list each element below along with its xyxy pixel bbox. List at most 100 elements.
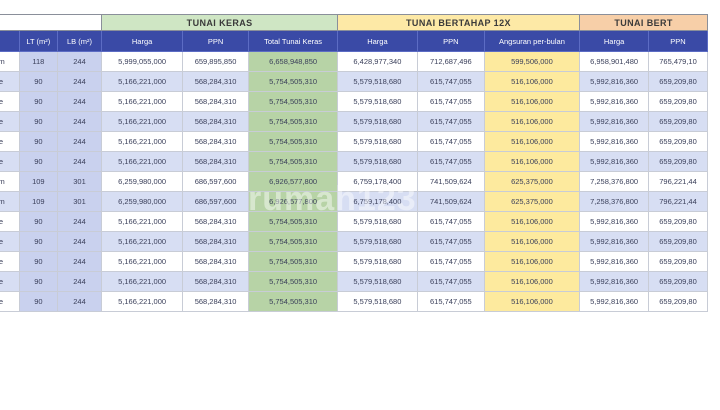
cell-lt: 90 <box>19 291 58 312</box>
cell-harga: 5,166,221,000 <box>101 151 183 172</box>
cell-total: 5,754,505,310 <box>248 291 338 312</box>
col-header-lb: LB (m²) <box>56 30 103 52</box>
cell-ppn: 568,284,310 <box>181 251 250 272</box>
cell-ppn: 568,284,310 <box>181 291 250 312</box>
cell-lt: 90 <box>19 231 58 252</box>
cell-ppn: 568,284,310 <box>181 231 250 252</box>
cell-total: 6,926,577,800 <box>248 171 338 192</box>
cell-type: uxe <box>0 251 21 272</box>
cell-harga-bertahap: 5,579,518,680 <box>336 211 419 232</box>
group-header-row: TUNAI KERAS TUNAI BERTAHAP 12X TUNAI BER… <box>0 14 708 31</box>
cell-lt: 109 <box>19 171 58 192</box>
cell-lb: 244 <box>56 131 103 152</box>
cell-ppn-bert: 796,221,44 <box>648 191 708 212</box>
cell-ppn-bert: 659,209,80 <box>648 131 708 152</box>
cell-harga: 5,166,221,000 <box>101 91 183 112</box>
cell-ppn: 568,284,310 <box>181 151 250 172</box>
cell-lb: 244 <box>56 111 103 132</box>
cell-type: lium <box>0 171 21 192</box>
cell-harga-bertahap: 5,579,518,680 <box>336 131 419 152</box>
cell-lb: 244 <box>56 71 103 92</box>
cell-lt: 118 <box>19 51 58 72</box>
cell-ppn-bertahap: 615,747,055 <box>417 231 485 252</box>
cell-lb: 244 <box>56 51 103 72</box>
cell-harga: 6,259,980,000 <box>101 171 183 192</box>
cell-angsuran: 516,106,000 <box>483 91 581 112</box>
cell-lb: 244 <box>56 211 103 232</box>
group-tunai-keras: TUNAI KERAS <box>101 14 338 31</box>
cell-total: 6,658,948,850 <box>248 51 338 72</box>
cell-lb: 244 <box>56 231 103 252</box>
cell-total: 5,754,505,310 <box>248 71 338 92</box>
table-row: lium1182445,999,055,000659,895,8506,658,… <box>0 51 708 72</box>
cell-lb: 301 <box>56 171 103 192</box>
cell-harga-bertahap: 5,579,518,680 <box>336 91 419 112</box>
cell-ppn-bertahap: 741,509,624 <box>417 171 485 192</box>
cell-angsuran: 599,506,000 <box>483 51 581 72</box>
cell-ppn: 686,597,600 <box>181 171 250 192</box>
cell-lb: 301 <box>56 191 103 212</box>
table-row: uxe902445,166,221,000568,284,3105,754,50… <box>0 91 708 112</box>
col-header-ppn-bert: PPN <box>648 30 708 52</box>
cell-angsuran: 516,106,000 <box>483 271 581 292</box>
cell-total: 5,754,505,310 <box>248 251 338 272</box>
cell-type: lium <box>0 51 21 72</box>
col-header-ppn-bertahap: PPN <box>417 30 485 52</box>
cell-angsuran: 625,375,000 <box>483 171 581 192</box>
cell-harga-bert: 5,992,816,360 <box>579 91 650 112</box>
cell-total: 5,754,505,310 <box>248 111 338 132</box>
cell-harga-bert: 5,992,816,360 <box>579 271 650 292</box>
cell-ppn-bert: 659,209,80 <box>648 271 708 292</box>
table-row: uxe902445,166,221,000568,284,3105,754,50… <box>0 271 708 292</box>
cell-harga-bert: 6,958,901,480 <box>579 51 650 72</box>
cell-harga: 5,166,221,000 <box>101 131 183 152</box>
cell-harga-bertahap: 6,759,178,400 <box>336 191 419 212</box>
cell-ppn-bert: 659,209,80 <box>648 231 708 252</box>
cell-angsuran: 516,106,000 <box>483 151 581 172</box>
cell-harga-bert: 5,992,816,360 <box>579 251 650 272</box>
cell-ppn-bertahap: 615,747,055 <box>417 211 485 232</box>
cell-harga-bertahap: 5,579,518,680 <box>336 151 419 172</box>
cell-ppn: 686,597,600 <box>181 191 250 212</box>
cell-ppn: 568,284,310 <box>181 71 250 92</box>
cell-ppn: 568,284,310 <box>181 211 250 232</box>
cell-lb: 244 <box>56 151 103 172</box>
table-row: uxe902445,166,221,000568,284,3105,754,50… <box>0 211 708 232</box>
cell-type: uxe <box>0 91 21 112</box>
col-header-type: pe <box>0 30 21 52</box>
cell-ppn: 568,284,310 <box>181 131 250 152</box>
cell-harga-bert: 5,992,816,360 <box>579 111 650 132</box>
cell-lt: 90 <box>19 271 58 292</box>
cell-harga: 5,166,221,000 <box>101 211 183 232</box>
cell-total: 5,754,505,310 <box>248 231 338 252</box>
cell-harga: 6,259,980,000 <box>101 191 183 212</box>
cell-type: lium <box>0 191 21 212</box>
cell-type: uxe <box>0 71 21 92</box>
col-header-lt: LT (m²) <box>19 30 58 52</box>
cell-harga: 5,166,221,000 <box>101 251 183 272</box>
table-row: uxe902445,166,221,000568,284,3105,754,50… <box>0 71 708 92</box>
cell-ppn-bertahap: 712,687,496 <box>417 51 485 72</box>
cell-ppn-bertahap: 615,747,055 <box>417 271 485 292</box>
cell-harga: 5,999,055,000 <box>101 51 183 72</box>
cell-angsuran: 516,106,000 <box>483 231 581 252</box>
cell-type: uxe <box>0 211 21 232</box>
table-row: lium1093016,259,980,000686,597,6006,926,… <box>0 191 708 212</box>
cell-lt: 90 <box>19 111 58 132</box>
col-header-harga-bert: Harga <box>579 30 650 52</box>
cell-lt: 90 <box>19 131 58 152</box>
cell-harga-bert: 5,992,816,360 <box>579 131 650 152</box>
cell-harga-bertahap: 5,579,518,680 <box>336 71 419 92</box>
cell-angsuran: 516,106,000 <box>483 111 581 132</box>
cell-type: uxe <box>0 291 21 312</box>
cell-lb: 244 <box>56 291 103 312</box>
cell-ppn: 568,284,310 <box>181 271 250 292</box>
cell-ppn-bertahap: 615,747,055 <box>417 71 485 92</box>
cell-ppn-bert: 659,209,80 <box>648 151 708 172</box>
cell-harga-bertahap: 5,579,518,680 <box>336 111 419 132</box>
cell-harga-bert: 7,258,376,800 <box>579 171 650 192</box>
col-header-harga-bertahap: Harga <box>336 30 419 52</box>
cell-angsuran: 516,106,000 <box>483 71 581 92</box>
cell-ppn-bertahap: 615,747,055 <box>417 291 485 312</box>
